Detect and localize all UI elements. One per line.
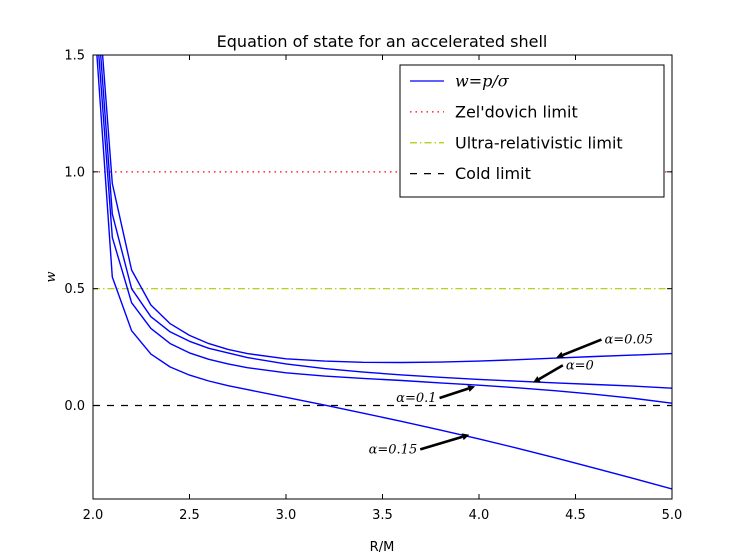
x-axis: 2.0 2.5 3.0 3.5 4.0 4.5 5.0 <box>83 55 683 523</box>
series-lines <box>96 55 672 490</box>
annotation-arrowhead <box>533 376 541 383</box>
y-tick-label: 0.5 <box>64 282 85 297</box>
annotation-label: α=0.05 <box>604 333 653 348</box>
annotation-arrow <box>439 387 469 400</box>
annotation-arrowhead <box>556 351 564 359</box>
reference-lines <box>93 171 672 407</box>
annotation-arrow <box>562 338 602 357</box>
x-tick-label: 4.0 <box>469 508 490 523</box>
annotation-label: α=0 <box>566 358 594 373</box>
y-axis-label: w <box>44 271 59 282</box>
x-tick-label: 2.5 <box>179 508 200 523</box>
annotation-arrow <box>419 435 464 451</box>
chart-title: Equation of state for an accelerated she… <box>217 32 548 51</box>
legend: w=p/σ Zel'dovich limit Ultra-relativistic … <box>399 64 665 198</box>
y-tick-label: 0.0 <box>64 399 85 414</box>
x-tick-label: 3.5 <box>372 508 393 523</box>
legend-label: Ultra-relativistic limit <box>455 133 623 152</box>
annotation-arrowhead <box>467 385 476 392</box>
legend-label: w=p/σ <box>455 72 510 91</box>
series-line <box>96 55 672 490</box>
legend-label: Zel'dovich limit <box>455 102 578 121</box>
x-axis-label: R/M <box>370 540 395 555</box>
annotation-arrowhead <box>461 433 470 441</box>
legend-box <box>399 64 665 198</box>
series-line <box>101 55 672 364</box>
annotation-label: α=0.15 <box>369 442 418 457</box>
series-line <box>98 55 672 404</box>
legend-label: Cold limit <box>455 164 531 183</box>
annotations: α=0.05 α=0 α=0.1 α=0.15 <box>369 333 653 458</box>
annotation-arrow <box>538 364 564 381</box>
y-tick-label: 1.5 <box>64 49 85 64</box>
x-tick-label: 4.5 <box>565 508 586 523</box>
x-tick-label: 5.0 <box>662 508 683 523</box>
x-tick-label: 3.0 <box>276 508 297 523</box>
y-axis: 0.0 0.5 1.0 1.5 <box>64 49 672 414</box>
y-tick-label: 1.0 <box>64 165 85 180</box>
x-tick-label: 2.0 <box>83 508 104 523</box>
series-line <box>100 55 672 389</box>
annotation-label: α=0.1 <box>396 391 436 406</box>
